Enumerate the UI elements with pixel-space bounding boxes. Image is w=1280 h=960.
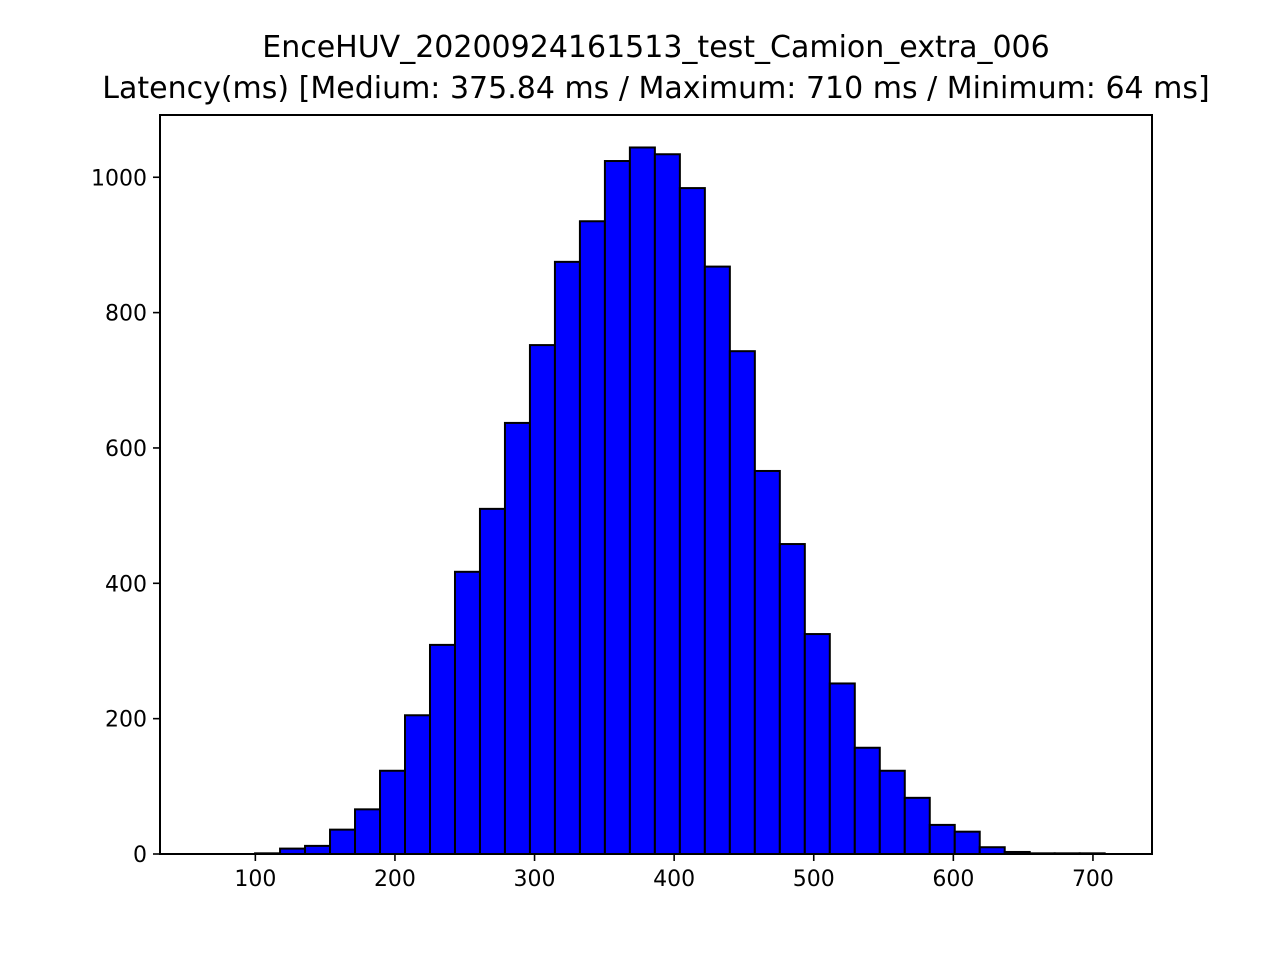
ticks-group: 100 200 300 400 500 600 700 0 200 400 600 800 1000 [91,166,1114,892]
x-tick-label: 400 [653,867,695,892]
y-tick-label: 0 [133,843,147,868]
chart-title: EnceHUV_20200924161513_test_Camion_extra… [262,30,1049,65]
x-tick-label: 200 [374,867,416,892]
histogram-bar [453,570,481,855]
histogram-bar [728,350,756,855]
histogram-bar [603,160,631,855]
y-tick-label: 800 [105,302,147,327]
histogram-bar [778,543,806,855]
y-tick-label: 1000 [91,166,147,191]
histogram-bar [553,260,581,856]
histogram-bar [803,633,831,855]
histogram-bar [703,265,731,855]
x-tick-label: 700 [1072,867,1114,892]
x-tick-label: 100 [234,867,276,892]
bars-group [254,146,1106,856]
histogram-bar [354,808,382,856]
histogram-bar [828,682,856,856]
histogram-bar [578,220,606,855]
histogram-bar [428,643,456,856]
histogram-bar [853,746,881,855]
histogram-bar [653,153,681,855]
histogram-bar [753,469,781,855]
histogram-bar [928,823,956,856]
x-tick-label: 300 [514,867,556,892]
histogram-bar [953,830,981,855]
x-tick-label: 500 [793,867,835,892]
histogram-bar [304,844,332,856]
histogram-bar [329,828,357,856]
histogram-bar [903,796,931,856]
histogram-bar [404,714,431,856]
histogram-bar [678,187,706,855]
plot-frame [159,114,1153,855]
histogram-bar [628,146,656,856]
chart-subtitle: Latency(ms) [Medium: 375.84 ms / Maximum… [102,71,1209,106]
y-tick-label: 600 [105,437,147,462]
y-tick-label: 200 [105,708,147,733]
histogram-bar [503,421,531,855]
y-tick-label: 400 [105,572,147,597]
x-tick-label: 600 [932,867,974,892]
histogram-bar [528,344,556,855]
histogram-bar [978,846,1006,855]
histogram-bar [379,769,407,856]
histogram-bar [478,507,506,855]
histogram-bar [878,769,906,856]
